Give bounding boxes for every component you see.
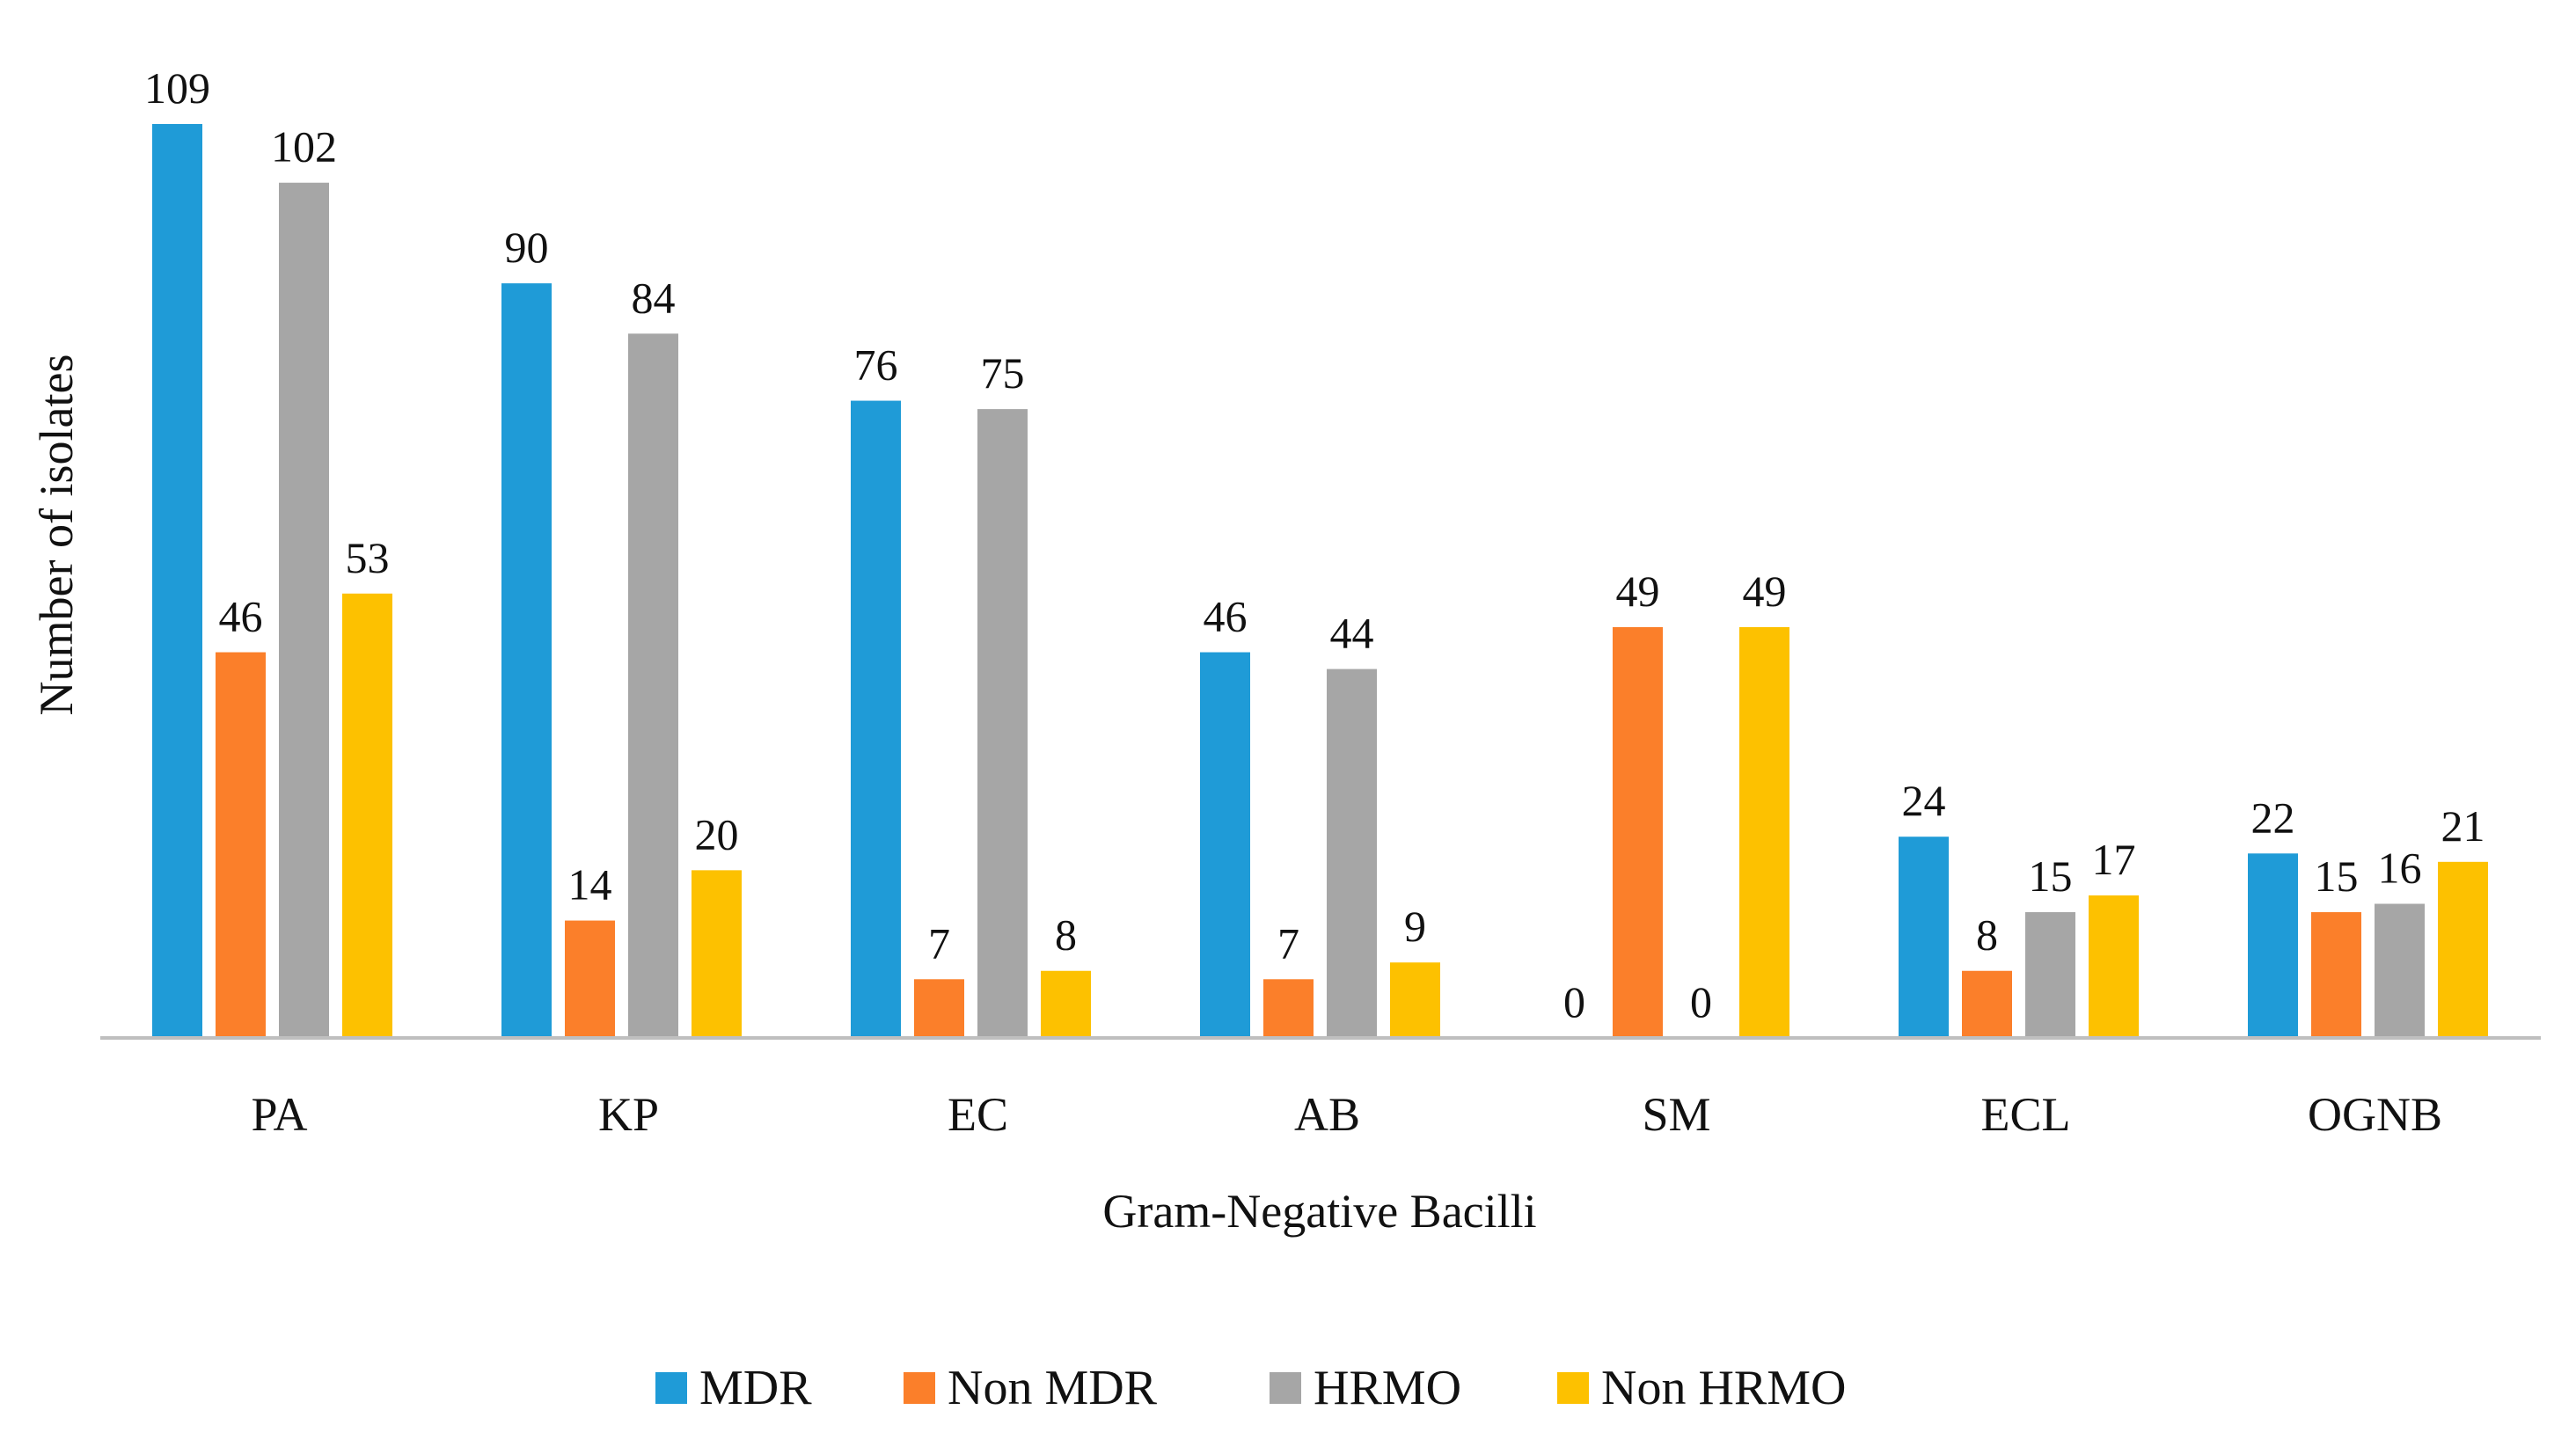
bar-non-mdr-ognb [2311,912,2361,1038]
data-label-mdr-sm: 0 [1563,977,1585,1027]
data-label-hrmo-ab: 44 [1330,609,1374,658]
bar-non-hrmo-pa [342,593,392,1038]
x-tick-label-kp: KP [598,1088,659,1141]
data-label-non-hrmo-ab: 9 [1404,902,1426,951]
bar-non-hrmo-kp [692,870,742,1038]
legend: MDR Non MDR HRMO Non HRMO [655,1361,1846,1415]
data-label-non-hrmo-pa: 53 [346,533,390,582]
bar-mdr-ec [851,400,901,1038]
bars-layer [152,124,2488,1039]
x-axis-title: Gram-Negative Bacilli [1102,1185,1536,1238]
bar-hrmo-ab [1327,669,1377,1038]
legend-swatch-mdr [655,1372,687,1404]
legend-label-non-mdr: Non MDR [948,1361,1158,1415]
data-label-non-mdr-kp: 14 [568,860,612,910]
data-label-non-mdr-ecl: 8 [1976,910,1998,960]
data-label-non-mdr-ec: 7 [928,918,950,968]
data-label-non-mdr-ab: 7 [1277,918,1299,968]
data-labels-layer: 1094610253901484207677584674490490492481… [144,63,2485,1027]
bar-mdr-ognb [2248,853,2298,1038]
data-label-mdr-pa: 109 [144,63,210,113]
data-label-non-mdr-sm: 49 [1616,566,1660,616]
data-label-hrmo-ec: 75 [981,348,1025,398]
x-tick-label-ab: AB [1294,1088,1360,1141]
data-label-non-hrmo-kp: 20 [695,809,739,858]
bar-mdr-ab [1200,652,1250,1038]
data-label-hrmo-kp: 84 [632,273,676,322]
bar-mdr-kp [501,283,552,1038]
bar-hrmo-ecl [2025,912,2075,1038]
data-label-hrmo-sm: 0 [1690,977,1712,1027]
legend-label-mdr: MDR [699,1361,812,1415]
data-label-hrmo-ognb: 16 [2378,843,2422,892]
legend-swatch-hrmo [1270,1372,1301,1404]
data-label-non-hrmo-sm: 49 [1743,566,1787,616]
data-label-mdr-ecl: 24 [1902,776,1946,825]
legend-swatch-non-mdr [904,1372,935,1404]
data-label-non-hrmo-ecl: 17 [2092,835,2136,884]
x-tick-label-ecl: ECL [1981,1088,2071,1141]
bar-non-hrmo-sm [1739,626,1789,1038]
data-label-non-hrmo-ec: 8 [1055,910,1077,960]
bar-non-mdr-ecl [1962,970,2012,1038]
bar-non-hrmo-ecl [2089,895,2139,1038]
bar-hrmo-pa [279,182,329,1038]
y-axis-title: Number of isolates [30,354,83,716]
x-tick-label-pa: PA [251,1088,307,1141]
bar-hrmo-ec [977,409,1028,1038]
bar-non-hrmo-ab [1390,962,1440,1038]
data-label-mdr-kp: 90 [505,223,549,272]
bar-non-mdr-ec [914,979,964,1038]
bar-non-mdr-sm [1613,626,1663,1038]
bar-hrmo-ognb [2375,903,2425,1038]
bar-non-mdr-ab [1263,979,1314,1038]
bar-non-mdr-pa [216,652,266,1038]
legend-label-non-hrmo: Non HRMO [1601,1361,1846,1415]
data-label-mdr-ab: 46 [1204,592,1248,641]
bar-non-hrmo-ognb [2438,861,2488,1038]
data-label-non-hrmo-ognb: 21 [2441,801,2485,851]
x-tick-label-ognb: OGNB [2308,1088,2442,1141]
data-label-non-mdr-ognb: 15 [2315,851,2359,901]
data-label-hrmo-pa: 102 [271,122,337,172]
x-tick-labels: PA KP EC AB SM ECL OGNB [251,1088,2442,1141]
data-label-hrmo-ecl: 15 [2029,851,2073,901]
data-label-mdr-ognb: 22 [2251,793,2295,842]
legend-swatch-non-hrmo [1557,1372,1589,1404]
x-tick-label-sm: SM [1642,1088,1710,1141]
bar-non-mdr-kp [565,920,615,1038]
legend-label-hrmo: HRMO [1314,1361,1461,1415]
data-label-non-mdr-pa: 46 [219,592,263,641]
bar-mdr-pa [152,124,202,1038]
bar-hrmo-kp [628,333,678,1039]
bar-mdr-ecl [1899,837,1949,1038]
data-label-mdr-ec: 76 [854,340,898,390]
x-tick-label-ec: EC [948,1088,1008,1141]
bar-non-hrmo-ec [1041,970,1091,1038]
